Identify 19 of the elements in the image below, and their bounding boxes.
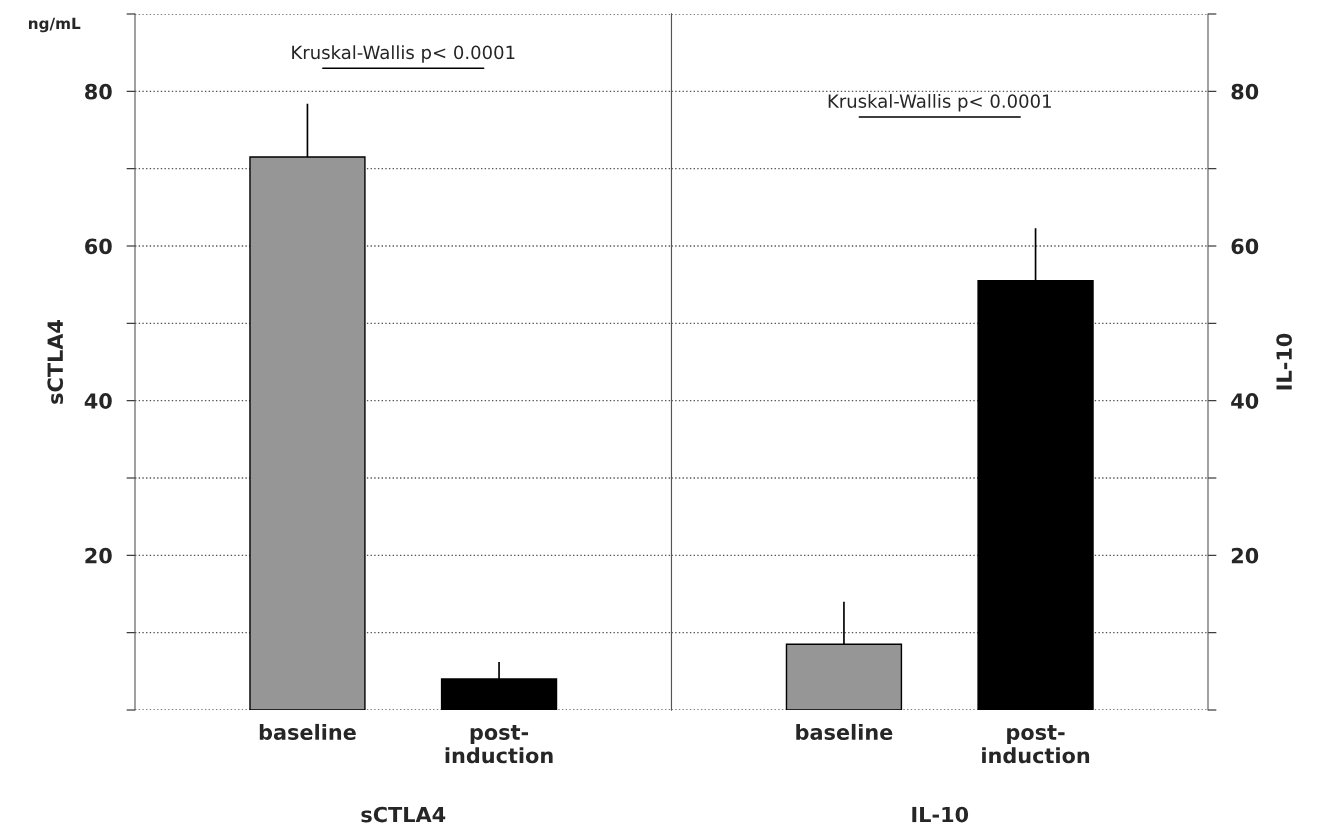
text: ng/mL xyxy=(28,17,81,33)
y2-tick-label: 60 xyxy=(1231,238,1259,255)
y-tick-label: 20 xyxy=(85,547,112,564)
x-tick-label: baseline xyxy=(796,723,893,741)
y-tick-label: 40 xyxy=(84,393,112,409)
annotation: Kruskal-Wallis p< 0.0001 xyxy=(828,93,1051,112)
y2-tick-label: 80 xyxy=(1231,83,1259,100)
x-tick-label: baseline xyxy=(259,723,356,741)
x-axis-title: IL-10 xyxy=(912,806,969,823)
y2-tick-label: 40 xyxy=(1231,393,1259,409)
x-tick-label: post- induction xyxy=(982,725,1090,764)
y-tick-label: 60 xyxy=(85,238,112,255)
x-axis-title: sCTLA4 xyxy=(361,806,446,823)
y-axis-title: sCTLA4 xyxy=(47,320,64,404)
y2-axis-title: IL-10 xyxy=(1276,333,1293,390)
x-tick-label: post- induction xyxy=(445,725,553,764)
annotation: Kruskal-Wallis p< 0.0001 xyxy=(292,45,515,63)
y2-tick-label: 20 xyxy=(1231,547,1259,564)
y-tick-label: 80 xyxy=(85,83,112,100)
